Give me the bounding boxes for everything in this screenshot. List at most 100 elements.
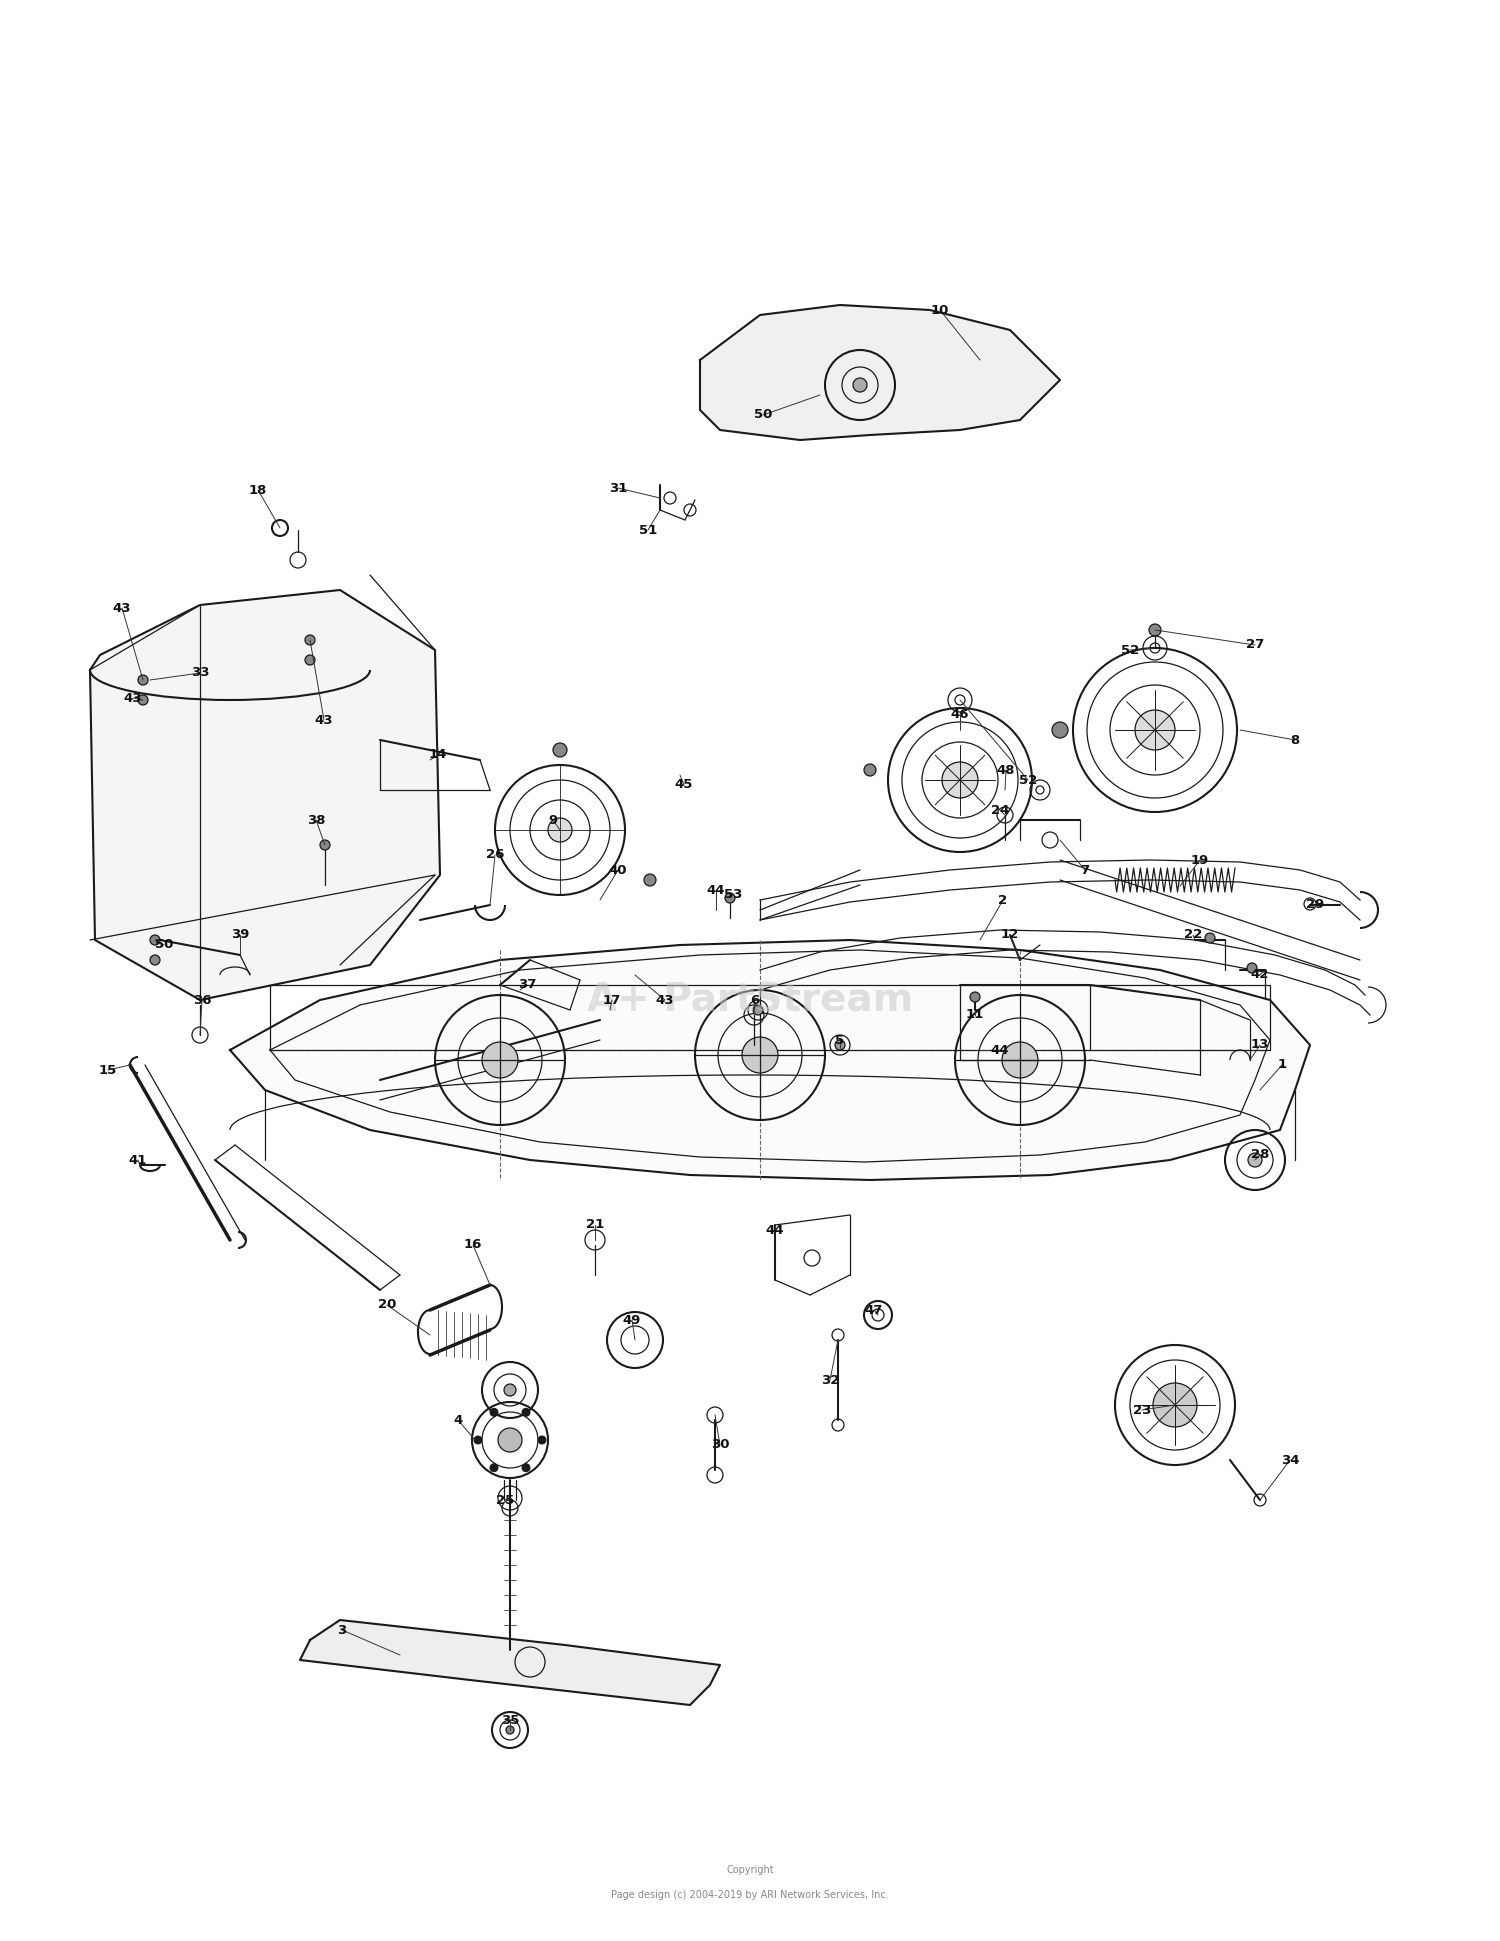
Text: 35: 35 (501, 1714, 519, 1726)
Text: 24: 24 (992, 804, 1010, 817)
Text: 13: 13 (1251, 1038, 1269, 1052)
Ellipse shape (522, 1409, 530, 1417)
Text: Copyright: Copyright (726, 1865, 774, 1875)
Text: 51: 51 (639, 524, 657, 536)
Text: 40: 40 (609, 864, 627, 877)
Text: 9: 9 (549, 813, 558, 827)
Ellipse shape (1052, 722, 1068, 738)
Text: 1: 1 (1278, 1058, 1287, 1071)
Text: 53: 53 (724, 889, 742, 901)
Text: 43: 43 (123, 691, 142, 705)
Ellipse shape (864, 765, 876, 776)
Ellipse shape (482, 1042, 518, 1077)
Text: 47: 47 (865, 1304, 883, 1316)
Ellipse shape (150, 936, 160, 945)
Ellipse shape (742, 1036, 778, 1073)
Text: A+ PartStream: A+ PartStream (586, 980, 914, 1019)
Text: 27: 27 (1246, 639, 1264, 652)
Ellipse shape (853, 378, 867, 392)
Text: 43: 43 (315, 714, 333, 726)
Text: Page design (c) 2004-2019 by ARI Network Services, Inc.: Page design (c) 2004-2019 by ARI Network… (610, 1891, 890, 1900)
Text: 17: 17 (603, 994, 621, 1007)
Text: 39: 39 (231, 928, 249, 941)
Text: 11: 11 (966, 1009, 984, 1021)
Text: 7: 7 (1080, 864, 1089, 877)
Text: 2: 2 (999, 893, 1008, 906)
Text: 48: 48 (996, 763, 1016, 776)
Text: 5: 5 (836, 1033, 844, 1046)
Text: 43: 43 (112, 602, 132, 615)
Text: 34: 34 (1281, 1454, 1299, 1467)
Text: 37: 37 (518, 978, 536, 992)
Ellipse shape (942, 763, 978, 798)
Text: 8: 8 (1290, 734, 1299, 747)
Text: 21: 21 (586, 1219, 604, 1231)
Ellipse shape (1204, 934, 1215, 943)
Text: 25: 25 (496, 1493, 514, 1506)
Polygon shape (90, 590, 440, 1000)
Text: 32: 32 (821, 1374, 839, 1386)
Ellipse shape (554, 743, 567, 757)
Ellipse shape (1149, 623, 1161, 637)
Text: 36: 36 (192, 994, 211, 1007)
Ellipse shape (498, 1429, 522, 1452)
Text: 44: 44 (990, 1044, 1010, 1056)
Ellipse shape (753, 1005, 764, 1015)
Text: 16: 16 (464, 1238, 482, 1252)
Ellipse shape (320, 840, 330, 850)
Text: 4: 4 (453, 1413, 462, 1427)
Text: 23: 23 (1132, 1403, 1150, 1417)
Text: 44: 44 (765, 1223, 784, 1236)
Ellipse shape (304, 654, 315, 666)
Ellipse shape (138, 695, 148, 705)
Text: 46: 46 (951, 708, 969, 722)
Text: 43: 43 (656, 994, 675, 1007)
Text: 50: 50 (754, 408, 772, 421)
Text: 14: 14 (429, 749, 447, 761)
Text: 10: 10 (932, 303, 950, 316)
Text: 44: 44 (706, 883, 726, 897)
Ellipse shape (304, 635, 315, 644)
Ellipse shape (150, 955, 160, 965)
Ellipse shape (522, 1464, 530, 1471)
Text: 33: 33 (190, 666, 208, 679)
Ellipse shape (1248, 1153, 1262, 1167)
Ellipse shape (490, 1464, 498, 1471)
Polygon shape (700, 305, 1060, 441)
Text: 52: 52 (1019, 774, 1036, 786)
Ellipse shape (724, 893, 735, 903)
Ellipse shape (504, 1384, 516, 1396)
Text: 15: 15 (99, 1064, 117, 1077)
Text: 12: 12 (1000, 928, 1018, 941)
Text: 30: 30 (711, 1438, 729, 1452)
Text: 3: 3 (338, 1623, 346, 1636)
Ellipse shape (1002, 1042, 1038, 1077)
Text: 50: 50 (154, 939, 172, 951)
Ellipse shape (490, 1409, 498, 1417)
Text: 18: 18 (249, 483, 267, 497)
Polygon shape (300, 1621, 720, 1704)
Ellipse shape (474, 1436, 482, 1444)
Ellipse shape (138, 675, 148, 685)
Text: 52: 52 (1120, 644, 1138, 656)
Text: 19: 19 (1191, 854, 1209, 866)
Text: 29: 29 (1306, 899, 1324, 912)
Ellipse shape (1136, 710, 1174, 749)
Polygon shape (230, 939, 1310, 1180)
Ellipse shape (970, 992, 980, 1002)
Ellipse shape (644, 873, 656, 885)
Text: 31: 31 (609, 481, 627, 495)
Text: 42: 42 (1251, 969, 1269, 982)
Text: 22: 22 (1184, 928, 1202, 941)
Text: 28: 28 (1251, 1149, 1269, 1161)
Ellipse shape (1246, 963, 1257, 972)
Text: 20: 20 (378, 1299, 396, 1312)
Text: 26: 26 (486, 848, 504, 862)
Text: 38: 38 (306, 813, 326, 827)
Text: 45: 45 (675, 778, 693, 792)
Ellipse shape (1154, 1384, 1197, 1427)
Text: 49: 49 (622, 1314, 640, 1326)
Ellipse shape (538, 1436, 546, 1444)
Ellipse shape (836, 1040, 844, 1050)
Ellipse shape (506, 1726, 515, 1733)
